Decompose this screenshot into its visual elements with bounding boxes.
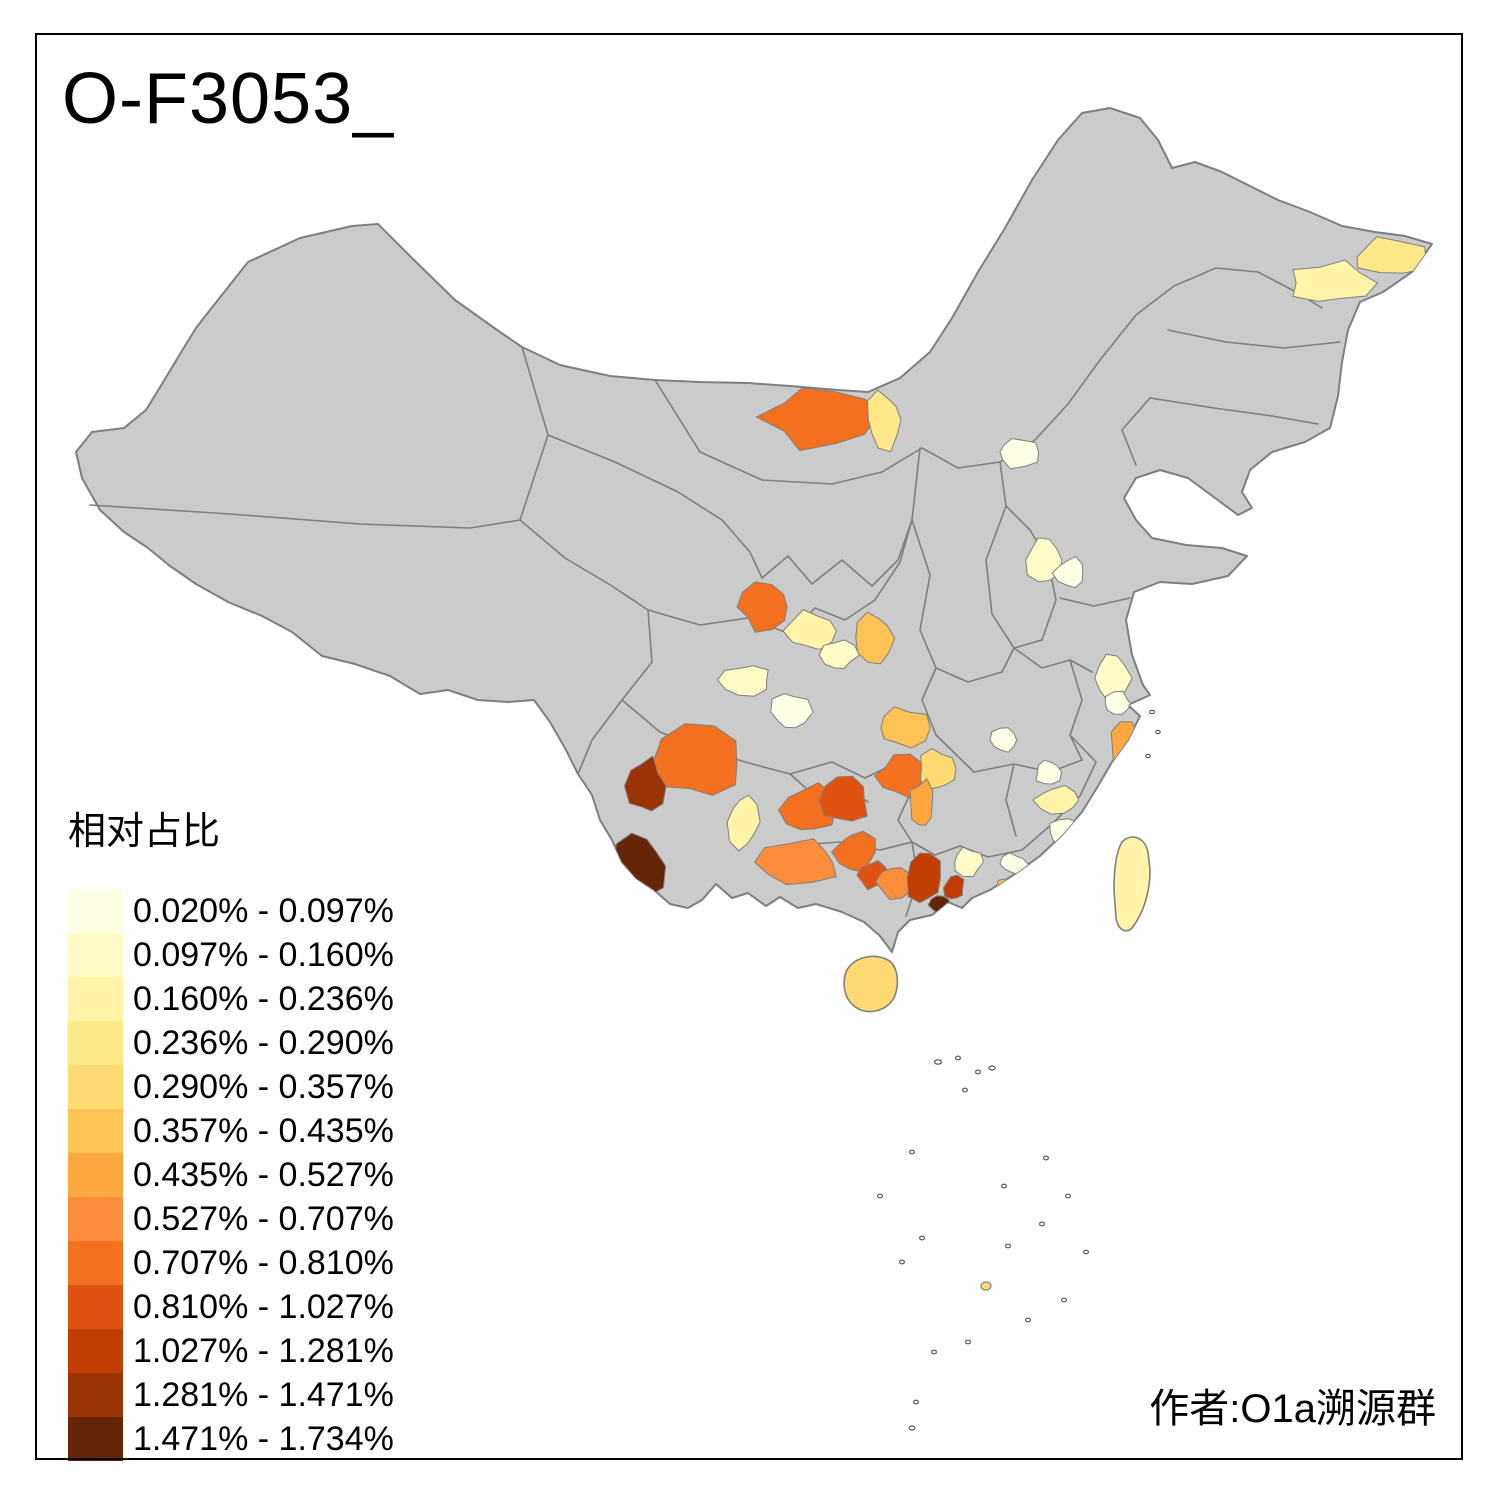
hainan-island: [843, 955, 899, 1013]
region-guangdong-n: [954, 846, 985, 878]
attribution: 作者:O1a溯源群: [1149, 1387, 1436, 1431]
sansha-islet: [980, 1281, 992, 1291]
region-guangdong-c: [942, 874, 965, 900]
region-gansu-se: [818, 639, 861, 670]
region-sichuan-s: [726, 794, 761, 852]
region-hebei-s: [1051, 555, 1084, 589]
legend-swatch: [68, 1109, 123, 1153]
region-shaanxi-n: [855, 611, 896, 665]
legend-row: 0.020% - 0.097%: [68, 889, 394, 933]
legend: 相对占比 0.020% - 0.097% 0.097% - 0.160% 0.160…: [68, 800, 394, 1461]
legend-swatch: [68, 1197, 123, 1241]
region-chengdu: [880, 706, 931, 749]
legend-label: 1.027% - 1.281%: [133, 1331, 394, 1370]
region-neimenggu-c: [866, 389, 902, 453]
legend-label: 1.471% - 1.734%: [133, 1419, 394, 1458]
region-gansu-s: [716, 665, 769, 697]
region-heilongjiang-e: [1292, 259, 1379, 302]
legend-swatch: [68, 889, 123, 933]
region-zhejiang-e: [1110, 721, 1145, 777]
region-neimenggu-w: [755, 387, 879, 452]
region-yunnan-w: [623, 755, 667, 812]
legend-swatch: [68, 1153, 123, 1197]
legend-rows: 0.020% - 0.097% 0.097% - 0.160% 0.160% - 0…: [68, 889, 394, 1461]
legend-row: 0.097% - 0.160%: [68, 933, 394, 977]
legend-row: 1.027% - 1.281%: [68, 1329, 394, 1373]
legend-swatch: [68, 1417, 123, 1461]
region-zhejiang-n: [1104, 690, 1132, 715]
region-hunan-s: [909, 777, 934, 826]
legend-swatch: [68, 933, 123, 977]
region-guizhou-c: [818, 775, 868, 822]
legend-swatch: [68, 1285, 123, 1329]
region-guangdong-w: [906, 852, 941, 904]
legend-label: 0.290% - 0.357%: [133, 1067, 394, 1106]
legend-label: 0.020% - 0.097%: [133, 891, 394, 930]
region-hubei-w: [989, 727, 1018, 753]
legend-label: 0.707% - 0.810%: [133, 1243, 394, 1282]
region-guangxi-e: [875, 867, 916, 901]
legend-label: 0.810% - 1.027%: [133, 1287, 394, 1326]
legend-row: 0.160% - 0.236%: [68, 977, 394, 1021]
mainland-outline: [75, 107, 1433, 953]
region-hunan-w: [919, 748, 957, 790]
legend-row: 0.236% - 0.290%: [68, 1021, 394, 1065]
region-beijing: [999, 437, 1040, 470]
region-heilongjiang-ne: [1356, 236, 1428, 274]
page-title: O-F3053_: [62, 59, 395, 139]
legend-swatch: [68, 1329, 123, 1373]
legend-row: 0.435% - 0.527%: [68, 1153, 394, 1197]
legend-row: 0.357% - 0.435%: [68, 1109, 394, 1153]
legend-row: 1.471% - 1.734%: [68, 1417, 394, 1461]
region-shanxi-c: [1025, 537, 1063, 583]
legend-swatch: [68, 1021, 123, 1065]
legend-swatch: [68, 1065, 123, 1109]
legend-label: 0.435% - 0.527%: [133, 1155, 394, 1194]
legend-swatch: [68, 977, 123, 1021]
legend-label: 0.097% - 0.160%: [133, 935, 394, 974]
region-sichuan-nw: [770, 693, 814, 729]
legend-label: 0.527% - 0.707%: [133, 1199, 394, 1238]
legend-label: 0.357% - 0.435%: [133, 1111, 394, 1150]
region-ningxia: [736, 581, 788, 633]
region-guizhou-w: [777, 782, 836, 831]
legend-row: 0.290% - 0.357%: [68, 1065, 394, 1109]
legend-row: 1.281% - 1.471%: [68, 1373, 394, 1417]
taiwan-island: [1113, 836, 1151, 932]
legend-title: 相对占比: [68, 811, 221, 853]
legend-label: 0.236% - 0.290%: [133, 1023, 394, 1062]
legend-label: 1.281% - 1.471%: [133, 1375, 394, 1414]
region-jiangxi-s: [1035, 759, 1063, 785]
region-guangdong-e: [995, 876, 1030, 901]
south-china-sea-islands: [876, 709, 1161, 1431]
legend-row: 0.707% - 0.810%: [68, 1241, 394, 1285]
legend-row: 0.527% - 0.707%: [68, 1197, 394, 1241]
legend-swatch: [68, 1241, 123, 1285]
legend-swatch: [68, 1373, 123, 1417]
region-guangxi-w: [753, 838, 837, 886]
region-fujian-w: [1032, 784, 1080, 815]
legend-row: 0.810% - 1.027%: [68, 1285, 394, 1329]
legend-label: 0.160% - 0.236%: [133, 979, 394, 1018]
